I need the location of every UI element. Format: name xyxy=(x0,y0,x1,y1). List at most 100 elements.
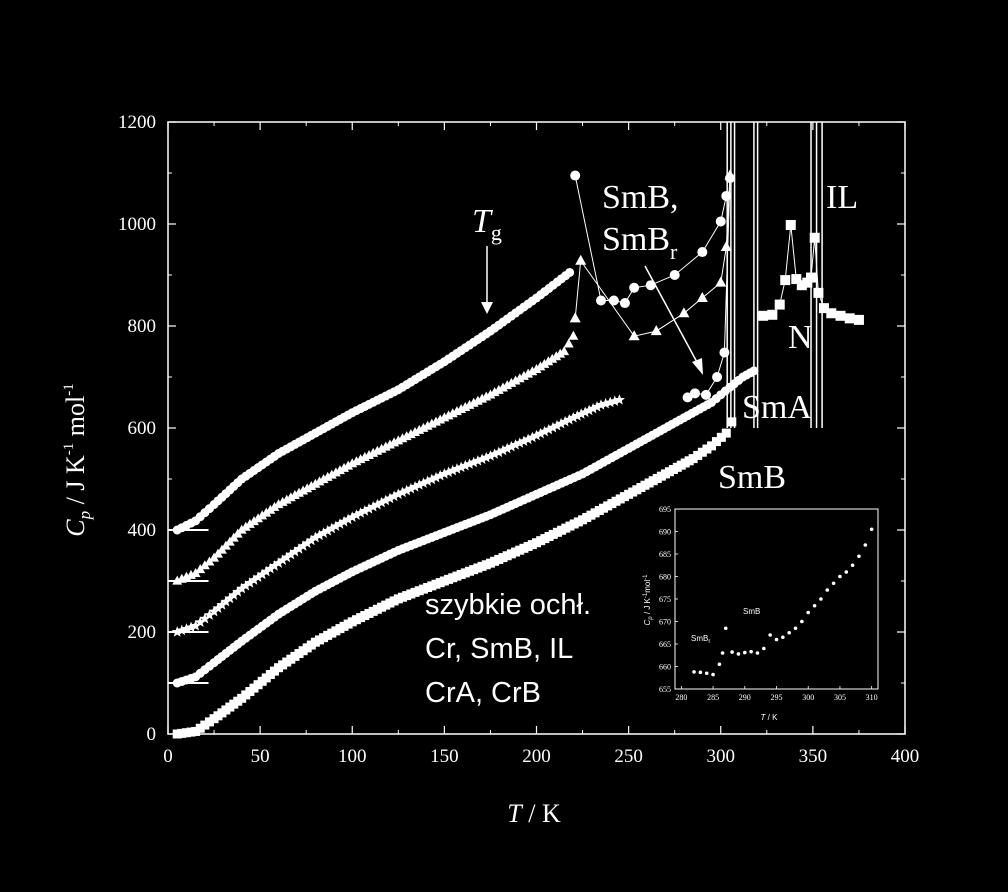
tg-arrowhead-icon xyxy=(481,302,493,314)
series-3-point xyxy=(322,471,333,481)
series-0-extra-point xyxy=(835,310,846,321)
inset-point xyxy=(787,630,791,635)
series-2-point xyxy=(493,446,505,458)
series-2-point xyxy=(375,496,388,508)
inset-point xyxy=(704,671,709,676)
series-3-point xyxy=(302,483,313,493)
inset-frame xyxy=(674,508,879,690)
inset-x-tick-label: 280 xyxy=(675,693,687,702)
series-2-point xyxy=(530,429,543,441)
series-2-point xyxy=(422,475,434,487)
series-2-point xyxy=(176,624,188,636)
y-tick-label: 400 xyxy=(128,520,157,541)
series-2-point xyxy=(355,507,367,518)
series-3-point xyxy=(498,382,508,392)
main-axes: 0 50 100 150 200 250 300 350 400 0 200 400 600 800 100… xyxy=(118,112,919,767)
x-tick-label: 100 xyxy=(338,746,367,767)
inset-point xyxy=(730,650,734,654)
series-3-point xyxy=(289,490,300,500)
smb-low-label: SmB xyxy=(718,459,786,496)
series-3-extra-point xyxy=(678,307,690,318)
series-0-point xyxy=(688,454,698,464)
y-tick-label: 200 xyxy=(128,622,157,643)
series-0-extra-point xyxy=(809,232,820,243)
series-3-point xyxy=(523,368,534,378)
inset-point xyxy=(812,603,817,608)
series-0-extra-point xyxy=(813,287,824,298)
series-2-point xyxy=(220,595,232,607)
series-3-extra-point xyxy=(575,254,587,265)
x-tick-label: 150 xyxy=(430,746,459,767)
series-3-point xyxy=(531,363,542,373)
inset-point xyxy=(711,672,715,677)
inset-y-tick-label: 685 xyxy=(659,550,671,559)
inset-point xyxy=(698,670,703,675)
series-2-point xyxy=(401,484,413,496)
inset-point xyxy=(762,646,766,651)
series-3-point xyxy=(249,516,259,526)
series-0-extra-point xyxy=(818,303,829,314)
series-2-point xyxy=(318,527,330,538)
series-3-point xyxy=(314,476,325,486)
series-2-point xyxy=(484,450,497,461)
series-2-point xyxy=(547,421,559,433)
series-0-point xyxy=(181,728,191,738)
series-1-extra-point xyxy=(701,389,712,400)
series-2-point xyxy=(591,401,603,412)
series-3-point xyxy=(330,467,341,477)
series-2-point xyxy=(248,574,260,585)
series-0-extra-point xyxy=(785,220,796,231)
series-0-point xyxy=(727,417,737,427)
series-2-point xyxy=(559,415,571,427)
series-3-point xyxy=(306,480,317,490)
series-2-point xyxy=(551,419,563,431)
inset-y-tick-label: 695 xyxy=(659,505,671,514)
series-3-point xyxy=(559,346,570,356)
series-3-point xyxy=(253,513,264,523)
inset-point xyxy=(717,662,722,667)
series-3-extra-point xyxy=(628,330,640,341)
series-2-point xyxy=(413,479,425,490)
inset-y-tick-label: 655 xyxy=(659,685,671,694)
series-3-point xyxy=(518,370,529,380)
series-2-point xyxy=(367,500,379,512)
series-2-point xyxy=(301,537,313,549)
il-label: IL xyxy=(826,179,858,216)
series-3-point xyxy=(510,375,521,385)
inset-point xyxy=(857,554,861,559)
inset-y-tick-label: 675 xyxy=(659,595,671,604)
sma-label: SmA xyxy=(742,389,812,426)
series-2-point xyxy=(476,453,488,465)
series-2-point xyxy=(297,540,309,551)
series-3-extra-point xyxy=(569,312,581,323)
series-2-point xyxy=(293,543,305,554)
series-4-extra-point xyxy=(608,295,619,306)
series-0-point xyxy=(697,447,707,457)
series-4-extra-point xyxy=(629,282,640,293)
series-2-point xyxy=(434,469,446,481)
series-2-point xyxy=(199,612,211,624)
series-3-point xyxy=(265,504,276,514)
series-3-point xyxy=(204,556,215,566)
series-2-point xyxy=(613,394,625,405)
smbr-arrowhead-icon xyxy=(692,358,703,375)
series-2-point xyxy=(277,554,289,566)
inset-x-tick-label: 305 xyxy=(834,693,846,702)
series-2-point xyxy=(497,444,509,456)
inset-point xyxy=(831,581,836,586)
series-0-extra-point xyxy=(791,274,802,285)
inset-x-axis-label: T / K xyxy=(761,713,779,722)
x-tick-label: 350 xyxy=(799,746,828,767)
smbr-arrow-shaft xyxy=(644,265,699,365)
series-2-point xyxy=(468,456,480,468)
series-2-point xyxy=(438,468,450,479)
series-4 xyxy=(172,170,732,535)
series-3-point xyxy=(285,492,296,502)
series-2-point xyxy=(442,466,455,478)
series-3-point xyxy=(244,518,255,528)
series-4-extra-point xyxy=(619,298,630,309)
series-0-extra-point xyxy=(767,309,778,320)
series-2-point xyxy=(272,557,285,568)
series-1-extra-point xyxy=(689,388,700,399)
series-4-extra-point xyxy=(570,170,581,181)
